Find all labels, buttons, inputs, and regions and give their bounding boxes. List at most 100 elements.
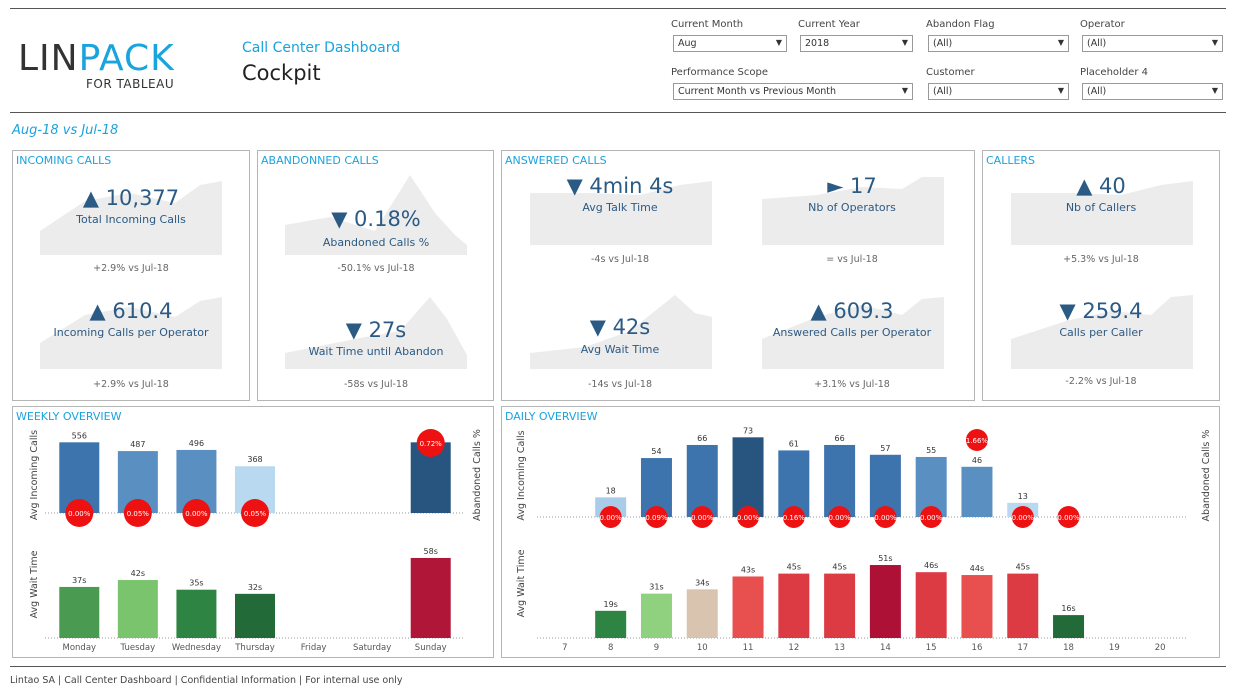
abandoned-marker (1057, 506, 1080, 528)
tick-label: 17 (1017, 643, 1028, 653)
kpi-value: ► 17 (827, 174, 877, 198)
kpi-comparison: +2.9% vs Jul-18 (93, 379, 169, 390)
abandon-flag-value: (All) (933, 38, 953, 49)
sparkline-area (40, 181, 222, 255)
chevron-down-icon: ▼ (1211, 86, 1218, 95)
abandoned-marker (182, 499, 211, 527)
current-year-select[interactable]: 2018 ▼ (800, 35, 913, 52)
placeholder-4-select[interactable]: (All) ▼ (1082, 83, 1223, 100)
abandoned-marker (416, 429, 445, 457)
data-label: 55 (926, 446, 936, 455)
filter-label-abandon-flag: Abandon Flag (926, 19, 995, 30)
data-label: 18 (606, 486, 616, 495)
kpi-value: ▼ 259.4 (1059, 299, 1143, 323)
abandoned-marker (65, 499, 94, 527)
abandoned-label: 0.09% (645, 514, 668, 522)
data-label: 368 (247, 455, 262, 464)
data-label: 45s (787, 563, 801, 572)
logo-subtitle: FOR TABLEAU (86, 77, 175, 91)
kpi-label: Incoming Calls per Operator (53, 326, 209, 339)
filter-label-operator: Operator (1080, 19, 1125, 30)
kpi-comparison: -14s vs Jul-18 (587, 379, 653, 390)
performance-scope-value: Current Month vs Previous Month (678, 86, 837, 97)
abandoned-label: 0.00% (185, 510, 208, 518)
tick-label: 16 (972, 643, 983, 653)
bar (235, 593, 275, 638)
chevron-down-icon: ▼ (901, 38, 908, 47)
abandoned-label: 0.16% (783, 514, 806, 522)
abandoned-label: 0.05% (244, 510, 267, 518)
current-month-select[interactable]: Aug ▼ (673, 35, 787, 52)
data-label: 45s (832, 563, 846, 572)
abandoned-marker (123, 499, 152, 527)
abandoned-calls-panel: ABANDONNED CALLS ▼ 0.18% Abandoned Calls… (257, 150, 494, 401)
footer-divider (10, 666, 1226, 667)
bar (59, 586, 100, 638)
abandon-flag-select[interactable]: (All) ▼ (928, 35, 1069, 52)
kpi-value: ▲ 609.3 (810, 299, 894, 323)
abandoned-marker (874, 506, 897, 528)
abandoned-marker (241, 499, 269, 527)
tick-label: 8 (608, 643, 613, 653)
page-title: Cockpit (242, 61, 321, 85)
operator-select[interactable]: (All) ▼ (1082, 35, 1223, 52)
tick-label: Thursday (234, 643, 275, 653)
sparkline-area (285, 175, 467, 255)
panel-title: DAILY OVERVIEW (505, 410, 598, 423)
dashboard-subtitle: Call Center Dashboard (242, 40, 401, 56)
filter-label-performance-scope: Performance Scope (671, 67, 769, 78)
incoming-calls-panel: INCOMING CALLS ▲ 10,377 Total Incoming C… (12, 150, 250, 401)
performance-scope-select[interactable]: Current Month vs Previous Month ▼ (673, 83, 913, 100)
kpi-label: Answered Calls per Operator (772, 326, 932, 339)
abandoned-marker (737, 506, 760, 528)
data-label: 487 (130, 440, 145, 449)
kpi-comparison: +2.9% vs Jul-18 (93, 263, 169, 274)
placeholder-4-value: (All) (1087, 86, 1107, 97)
bar (961, 466, 993, 517)
kpi-comparison: +5.3% vs Jul-18 (1063, 254, 1139, 265)
data-label: 35s (189, 579, 203, 588)
tick-label: 20 (1155, 643, 1166, 653)
current-month-value: Aug (678, 38, 697, 49)
filter-label-current-year: Current Year (798, 19, 860, 30)
bar (961, 575, 993, 638)
weekly-overview-chart: Avg Incoming Calls Abandoned Calls % Avg W… (29, 429, 483, 653)
kpi-value: ▼ 42s (589, 315, 651, 339)
customer-select[interactable]: (All) ▼ (928, 83, 1069, 100)
abandoned-label: 0.00% (691, 514, 714, 522)
bar (824, 573, 856, 638)
filter-label-customer: Customer (926, 67, 975, 78)
sparkline-area (762, 177, 944, 245)
data-label: 51s (878, 554, 892, 563)
tick-label: 12 (788, 643, 799, 653)
daily-overview-panel: DAILY OVERVIEW Avg Incoming Calls Abandon… (501, 406, 1220, 658)
tick-label: Friday (301, 643, 327, 653)
current-year-value: 2018 (805, 38, 830, 49)
kpi-value: ▲ 610.4 (89, 299, 173, 323)
answered-calls-panel: ANSWERED CALLS ▼ 4min 4s Avg Talk Time -… (501, 150, 975, 401)
panel-title: WEEKLY OVERVIEW (16, 410, 122, 423)
y-axis-label: Avg Incoming Calls (29, 430, 40, 520)
sparkline-area (285, 297, 467, 369)
bar (778, 450, 810, 517)
abandoned-label: 0.00% (874, 514, 897, 522)
chevron-down-icon: ▼ (1057, 86, 1064, 95)
data-label: 45s (1016, 563, 1030, 572)
kpi-comparison: = vs Jul-18 (826, 254, 878, 265)
kpi-label: Calls per Caller (1059, 326, 1143, 339)
operator-value: (All) (1087, 38, 1107, 49)
tick-label: 14 (880, 643, 891, 653)
data-label: 54 (651, 447, 661, 456)
bar (915, 572, 947, 638)
chevron-down-icon: ▼ (901, 86, 908, 95)
data-label: 42s (131, 569, 145, 578)
data-label: 66 (697, 434, 707, 443)
kpi-label: Avg Talk Time (582, 201, 658, 214)
tick-label: Saturday (353, 643, 391, 653)
daily-overview-chart: Avg Incoming Calls Abandoned Calls % Avg W… (516, 426, 1212, 653)
logo: LINPACK (18, 38, 175, 79)
bar (176, 589, 217, 638)
y-axis-label: Avg Wait Time (516, 549, 527, 617)
abandoned-label: 0.00% (737, 514, 760, 522)
customer-value: (All) (933, 86, 953, 97)
